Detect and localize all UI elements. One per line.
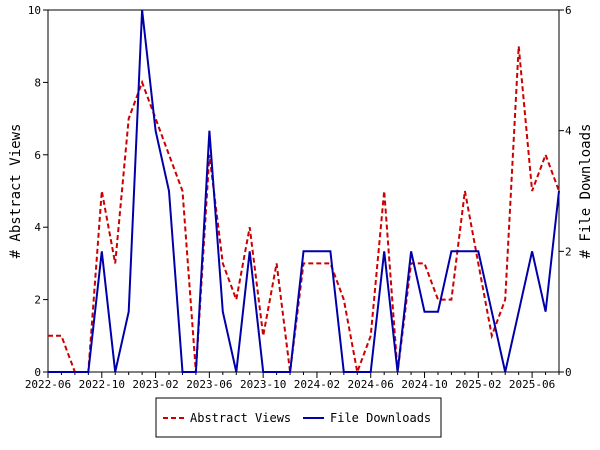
y-tick-label: 10 <box>28 4 41 17</box>
legend: Abstract Views File Downloads <box>155 397 442 438</box>
x-tick-label: 2023-10 <box>240 378 286 391</box>
x-tick-label: 2023-06 <box>186 378 232 391</box>
x-axis: 2022-06 2022-10 2023-02 2023-06 2023-10 2024-… <box>25 372 560 391</box>
plot-area <box>47 9 560 373</box>
y2-axis-title: # File Downloads <box>578 124 594 259</box>
x-tick-label: 2024-06 <box>348 378 394 391</box>
y-tick-label: 2 <box>34 294 41 307</box>
x-tick-label: 2023-02 <box>132 378 178 391</box>
y-axis-title: # Abstract Views <box>8 124 24 259</box>
y2-tick-label: 6 <box>565 4 572 17</box>
series-line-abstract-views <box>48 46 560 376</box>
y-tick-label: 0 <box>34 366 41 379</box>
y2-axis: 0 2 4 6 <box>559 4 572 379</box>
x-tick-label: 2024-02 <box>294 378 340 391</box>
legend-box <box>155 397 442 438</box>
y-tick-label: 8 <box>34 76 41 89</box>
y-axis: 0 2 4 6 8 10 <box>28 4 48 379</box>
y2-tick-label: 2 <box>565 245 572 258</box>
legend-label-file-downloads: File Downloads <box>330 411 431 425</box>
y-tick-label: 4 <box>34 221 41 234</box>
x-tick-label: 2022-06 <box>25 378 71 391</box>
legend-label-abstract-views: Abstract Views <box>190 411 291 425</box>
x-tick-label: 2025-06 <box>509 378 555 391</box>
y-tick-label: 6 <box>34 149 41 162</box>
y2-tick-label: 4 <box>565 125 572 138</box>
series-lines <box>48 9 560 376</box>
x-tick-label: 2024-10 <box>401 378 447 391</box>
x-tick-label: 2022-10 <box>79 378 125 391</box>
series-line-file-downloads <box>48 9 560 373</box>
y2-tick-label: 0 <box>565 366 572 379</box>
x-tick-label: 2025-02 <box>455 378 501 391</box>
